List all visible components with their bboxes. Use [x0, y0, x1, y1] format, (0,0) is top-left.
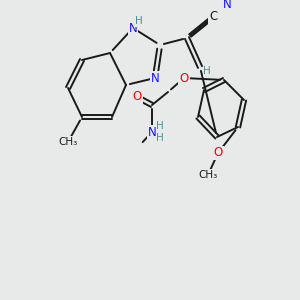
- Text: C: C: [209, 11, 217, 23]
- Text: N: N: [148, 125, 156, 139]
- Text: H: H: [135, 16, 143, 26]
- Text: H: H: [156, 133, 164, 143]
- Text: O: O: [132, 91, 142, 103]
- Text: CH₃: CH₃: [58, 137, 78, 147]
- Text: H: H: [156, 121, 164, 131]
- Text: N: N: [151, 71, 159, 85]
- Text: H: H: [203, 66, 211, 76]
- Text: O: O: [179, 71, 189, 85]
- Text: O: O: [213, 146, 223, 160]
- Text: N: N: [129, 22, 137, 34]
- Text: N: N: [223, 0, 231, 11]
- Text: CH₃: CH₃: [198, 170, 218, 180]
